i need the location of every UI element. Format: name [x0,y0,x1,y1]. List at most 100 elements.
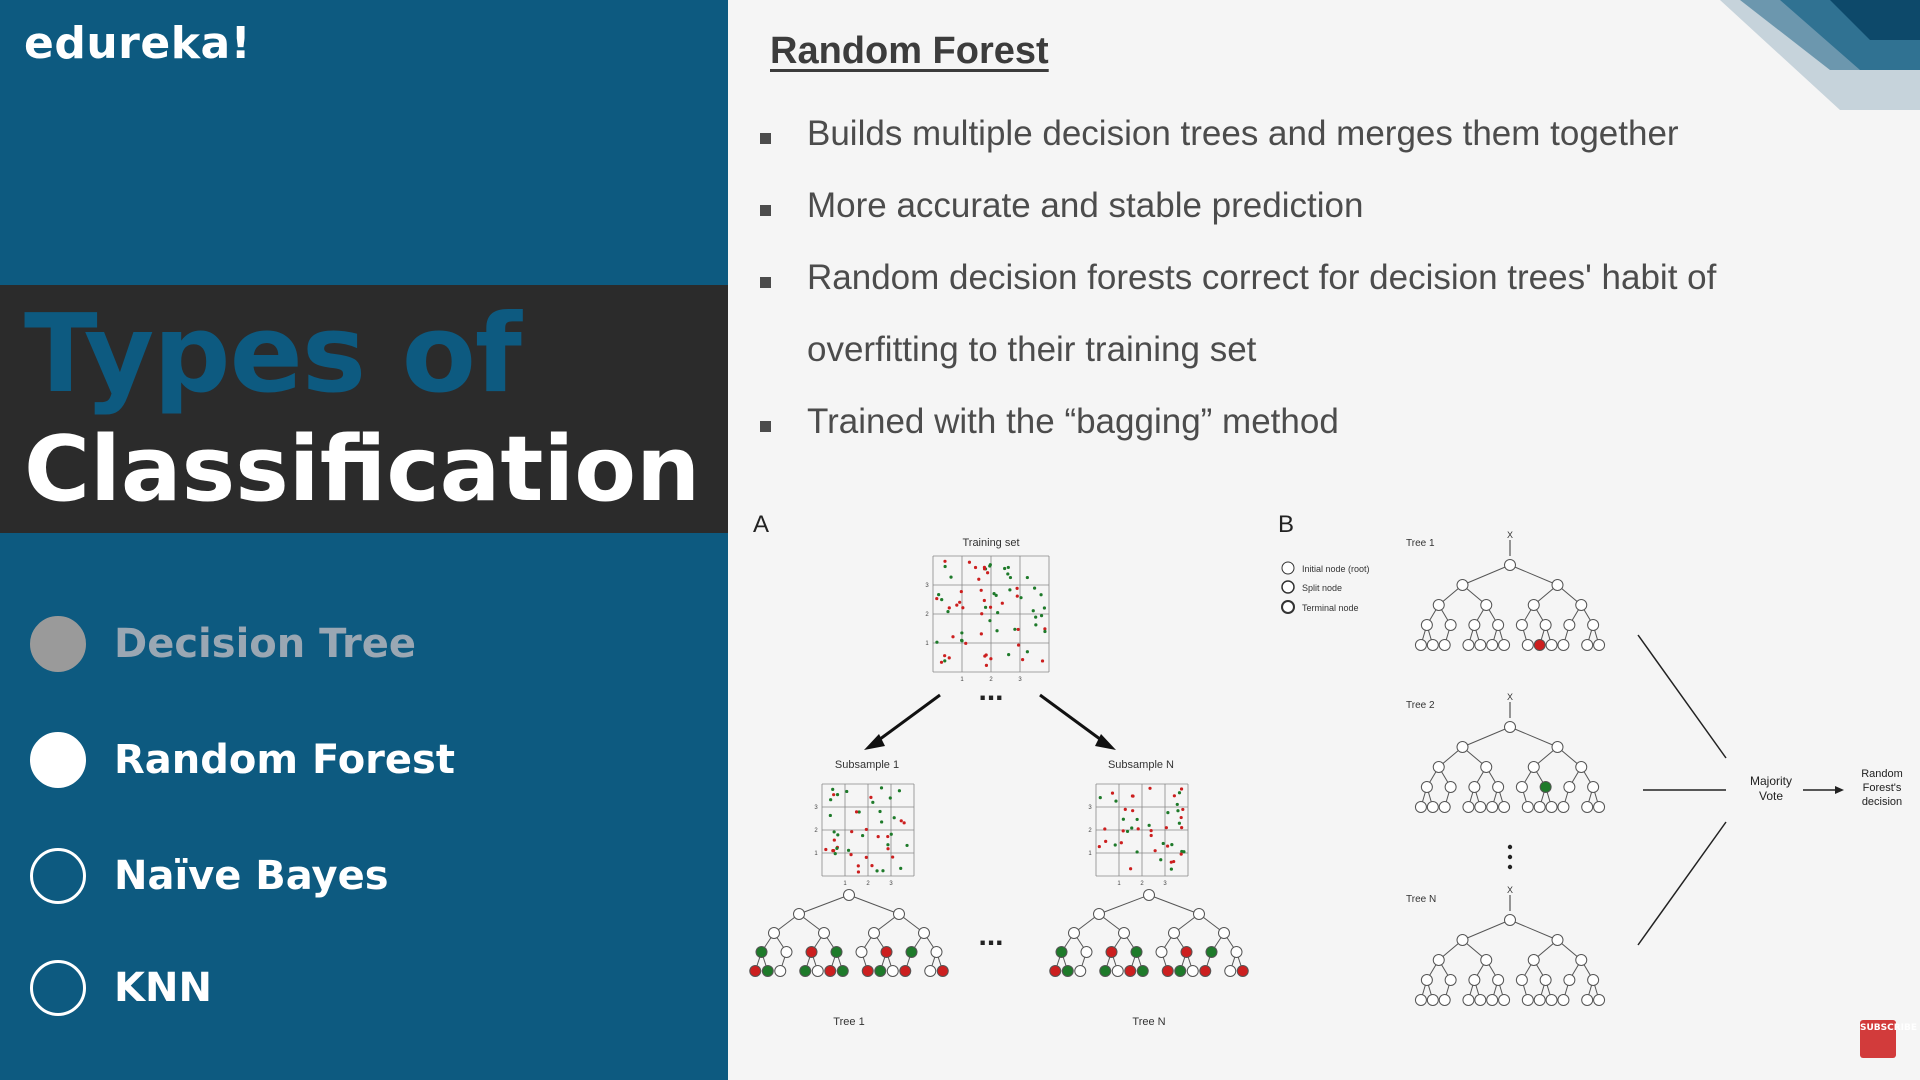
panel-a-letter: A [753,511,769,538]
bullet-text: Random decision forests correct for deci… [807,258,1717,369]
tree-node [1456,934,1469,946]
sample-point [964,641,968,645]
sample-point [1114,799,1118,803]
tree-node [1468,781,1481,793]
tree-bn-label: Tree N [1406,894,1436,905]
subsample-n-grid: 1 1 2 2 3 3 [1088,783,1189,887]
tree-node [1432,954,1445,966]
tree-node [1180,946,1193,958]
sample-point [1043,629,1047,634]
tree-node [1236,965,1249,977]
sample-point [1182,850,1186,854]
square-bullet-icon [760,421,771,432]
sample-point [1032,586,1037,590]
tree-node [774,965,787,977]
tree-node [1551,741,1564,753]
tree-node [861,965,874,977]
tree-node [1593,639,1606,651]
tree-edge [1462,919,1511,941]
sample-point [899,819,903,823]
tree-node [1545,639,1558,651]
legend-terminal-label: Terminal node [1302,603,1359,613]
tree-node [1581,639,1594,651]
training-set-label: Training set [962,537,1019,549]
sample-point [996,610,1000,615]
sample-point [1135,850,1139,854]
axis-tick-label: 3 [1018,677,1022,683]
tree-node [780,946,793,958]
bullet-text: Builds multiple decision trees and merge… [807,114,1679,153]
legend: Initial node (root) Split node Terminal … [1281,561,1370,614]
vertical-ellipsis-icon [1507,844,1513,870]
subscribe-badge[interactable]: SUBSCRIBE [1860,1020,1917,1058]
sample-point [832,793,836,797]
sample-point [973,565,978,570]
tree-node [1444,974,1457,986]
sample-point [943,564,947,569]
tree-node [768,927,780,939]
sample-point [891,855,895,859]
sample-point [879,786,884,790]
sample-point [1121,829,1125,833]
arrow-right-icon [1039,693,1116,750]
topic-label: Decision Tree [114,621,417,667]
sample-point [1016,627,1020,632]
sample-point [1097,844,1101,849]
tree-node [1515,781,1528,793]
tree-node [1533,994,1546,1006]
topic-random-forest: Random Forest [30,730,455,790]
section-title-line2: Classification [24,417,701,522]
tree-node [1068,927,1080,939]
tree-b1-diagram [1414,559,1606,651]
section-title-band: Types of Classification [0,285,728,533]
vote-line-bottom [1637,821,1727,946]
axis-tick-label: 1 [1088,851,1092,857]
tree-edge [1462,564,1511,586]
sample-point [940,597,944,602]
sample-point [876,835,880,839]
sample-point [959,589,963,594]
tree-node [1581,801,1594,813]
tree-node [1545,801,1558,813]
sample-point [1123,807,1127,811]
tree-node [1080,946,1093,958]
sample-point [1039,593,1043,597]
sample-point [960,638,964,642]
sample-point [1119,841,1123,845]
tree-b2-label: Tree 2 [1406,700,1435,711]
sample-point [892,816,896,820]
subsample-1-label: Subsample 1 [835,759,899,771]
tree-node [1432,761,1445,773]
sample-point [1121,817,1125,821]
axis-tick-label: 2 [989,677,993,683]
tree-node [1049,965,1062,977]
sample-point [854,810,859,814]
axis-tick-label: 2 [1088,828,1092,834]
topic-done-bullet-icon [30,616,86,672]
sample-point [979,632,983,636]
square-bullet-icon [760,133,771,144]
tree-node [1414,639,1427,651]
sample-point [856,870,861,874]
sample-point [1153,849,1157,853]
axis-tick-label: 1 [1117,881,1121,887]
tree-node [1205,946,1218,958]
root-marker-label: X [1507,692,1513,702]
axis-tick-label: 1 [814,851,818,857]
decision-line3: decision [1862,796,1902,808]
sample-point [1177,791,1182,795]
legend-root-label: Initial node (root) [1302,564,1370,574]
tree-node [1093,908,1105,920]
sample-point [1166,811,1170,815]
tree-node [749,965,762,977]
sample-point [947,606,951,610]
sample-point [1104,839,1108,843]
sample-point [935,596,939,601]
tree-node [1155,946,1168,958]
topic-current-bullet-icon [30,732,86,788]
tree-node [1539,619,1552,631]
slide-heading: Random Forest [770,30,1049,72]
sample-point [988,619,992,623]
sample-point [1021,658,1025,662]
tree-node [936,965,949,977]
